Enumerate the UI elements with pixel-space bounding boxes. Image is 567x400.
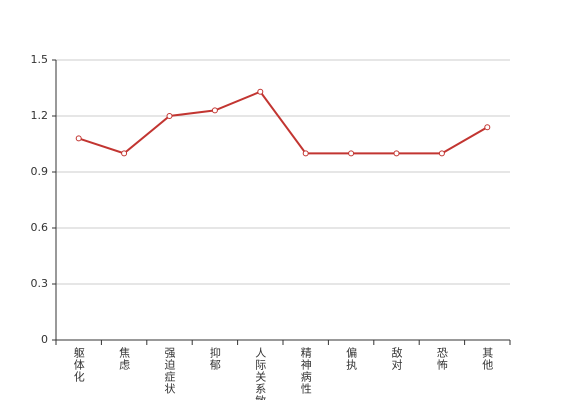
point: [75, 135, 82, 142]
point: [302, 150, 309, 157]
x-tick-label: 强迫症状: [163, 347, 176, 395]
y-tick-label: 0.9: [31, 165, 49, 178]
point: [438, 150, 445, 157]
y-tick-label: 0: [41, 333, 48, 346]
point: [121, 150, 128, 157]
point: [257, 88, 264, 95]
point: [348, 150, 355, 157]
x-tick-label: 抑郁: [208, 346, 221, 371]
y-tick-label: 1.2: [31, 109, 49, 122]
x-tick-label: 精神病性: [299, 347, 312, 395]
point: [211, 107, 218, 114]
point: [166, 113, 173, 119]
y-tick-label: 0.6: [31, 221, 49, 234]
x-tick-label: 人际关系敏感: [254, 347, 267, 400]
y-tick-label: 1.5: [31, 53, 49, 66]
point: [393, 150, 400, 157]
x-tick-label: 偏执: [345, 346, 358, 371]
point: [484, 124, 491, 131]
x-tick-label: 其他: [481, 347, 494, 371]
series-line: [78, 90, 488, 155]
y-tick-label: 0.3: [31, 277, 49, 290]
x-tick-label: 敌对: [390, 346, 403, 371]
x-tick-label: 恐怖: [435, 347, 448, 371]
x-tick-label: 躯体化: [72, 347, 85, 383]
x-tick-label: 焦虑: [118, 347, 131, 371]
